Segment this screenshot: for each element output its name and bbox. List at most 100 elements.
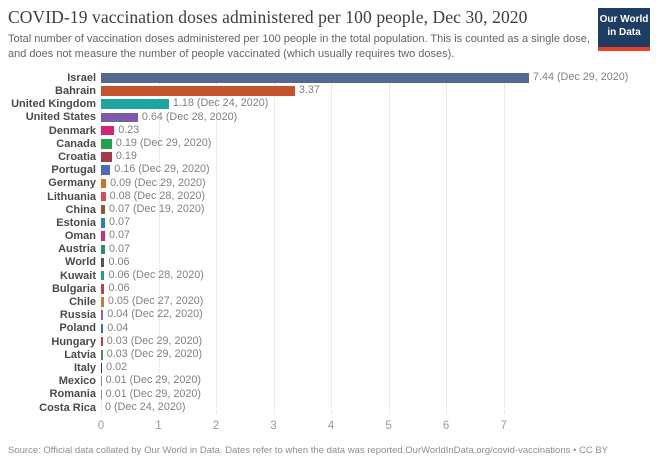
country-bar[interactable] [101, 165, 111, 175]
value-label: 0.19 (Dec 29, 2020) [115, 137, 212, 150]
country-bar[interactable] [101, 389, 102, 400]
country-bar[interactable] [101, 376, 102, 386]
country-label: Germany [48, 177, 96, 190]
value-label: 0.04 (Dec 22, 2020) [107, 308, 203, 321]
gridline [273, 73, 275, 415]
value-label: 0.05 (Dec 27, 2020) [107, 295, 204, 308]
x-axis-tick: 4 [327, 420, 335, 433]
owid-logo[interactable]: Our World in Data [598, 8, 650, 51]
country-label: Oman [64, 230, 96, 243]
row-plot: 0.64 (Dec 28, 2020) [101, 110, 644, 123]
value-label: 0.07 [109, 242, 131, 255]
x-axis-tick: 1 [155, 420, 162, 433]
country-label: Croatia [58, 150, 96, 163]
gridline [503, 73, 505, 415]
country-bar[interactable] [101, 99, 169, 109]
country-bar[interactable] [101, 244, 106, 255]
gridline [216, 73, 218, 415]
chart-row: Croatia 0.19 [8, 150, 650, 163]
x-axis-tick: 0 [97, 420, 105, 433]
row-plot: 0.01 (Dec 29, 2020) [101, 388, 644, 400]
value-label: 0.23 [118, 123, 140, 136]
country-bar[interactable] [101, 231, 106, 241]
row-plot: 7.44 (Dec 29, 2020) [101, 72, 644, 83]
chart-row: Mexico 0.01 (Dec 29, 2020) [8, 375, 650, 388]
chart-row: Denmark 0.23 [8, 124, 650, 137]
chart-row: Hungary 0.03 (Dec 29, 2020) [8, 335, 650, 348]
value-label: 0.03 (Dec 29, 2020) [106, 334, 203, 347]
x-axis-tick: 5 [385, 420, 392, 433]
chart-row: Poland 0.04 [8, 322, 650, 335]
country-bar[interactable] [101, 336, 103, 347]
country-label: China [65, 203, 96, 216]
country-label: Austria [58, 243, 96, 256]
chart-row: Canada 0.19 (Dec 29, 2020) [8, 137, 650, 150]
country-bar[interactable] [101, 178, 107, 189]
country-bar[interactable] [101, 139, 112, 149]
country-bar[interactable] [101, 73, 529, 83]
country-bar[interactable] [101, 363, 103, 373]
country-label: Denmark [48, 124, 96, 137]
country-label: Lithuania [47, 190, 96, 203]
chart-row: Costa Rica 0 (Dec 24, 2020) [8, 401, 650, 414]
row-plot: 0.19 [101, 150, 644, 163]
country-label: Israel [67, 71, 96, 84]
country-bar[interactable] [101, 297, 104, 307]
country-label: Canada [56, 137, 96, 150]
chart-row: Lithuania 0.08 (Dec 28, 2020) [8, 190, 650, 203]
country-bar[interactable] [101, 257, 105, 268]
row-plot: 0 (Dec 24, 2020) [101, 400, 644, 413]
row-plot: 0.06 [101, 255, 644, 268]
country-label: Mexico [58, 375, 96, 388]
gridline [101, 73, 102, 415]
chart-row: Austria 0.07 [8, 243, 650, 256]
value-label: 0.64 (Dec 28, 2020) [141, 110, 238, 123]
country-label: Chile [69, 296, 96, 309]
value-label: 0.01 (Dec 29, 2020) [105, 374, 201, 387]
country-bar[interactable] [101, 284, 105, 294]
country-label: Costa Rica [39, 401, 96, 414]
row-plot: 0.06 [101, 283, 644, 294]
x-axis-tick: 3 [270, 420, 277, 433]
value-label: 0.19 [115, 150, 137, 163]
country-label: United Kingdom [11, 98, 96, 111]
row-plot: 0.03 (Dec 29, 2020) [101, 349, 644, 360]
chart-row: China 0.07 (Dec 19, 2020) [8, 203, 650, 216]
row-plot: 0.16 (Dec 29, 2020) [101, 164, 644, 175]
country-bar[interactable] [101, 112, 138, 123]
country-label: Portugal [51, 164, 96, 177]
chart-row: Chile 0.05 (Dec 27, 2020) [8, 295, 650, 308]
row-plot: 0.03 (Dec 29, 2020) [101, 334, 644, 347]
country-label: Latvia [64, 348, 96, 361]
chart-header: COVID-19 vaccination doses administered … [0, 0, 656, 61]
chart-row: Italy 0.02 [8, 361, 650, 374]
gridline [388, 73, 390, 415]
gridline [331, 73, 333, 415]
country-bar[interactable] [101, 270, 105, 281]
country-bar[interactable] [101, 218, 106, 228]
country-bar[interactable] [101, 323, 104, 334]
value-label: 0.06 [108, 255, 130, 268]
value-label: 3.37 [298, 84, 320, 97]
chart-row: Portugal 0.16 (Dec 29, 2020) [8, 164, 650, 177]
row-plot: 0.09 (Dec 29, 2020) [101, 177, 644, 189]
country-bar[interactable] [101, 350, 103, 360]
value-label: 0.02 [106, 361, 128, 374]
country-label: Poland [59, 322, 96, 335]
country-bar[interactable] [101, 152, 112, 162]
value-label: 0.07 (Dec 19, 2020) [109, 202, 205, 215]
row-plot: 0.07 (Dec 19, 2020) [101, 202, 644, 215]
chart-title: COVID-19 vaccination doses administered … [8, 7, 528, 27]
x-axis: 0 1 2 3 4 5 6 7 [97, 416, 644, 436]
chart-row: Bulgaria 0.06 [8, 282, 650, 295]
gridline [158, 73, 160, 415]
chart-row: World 0.06 [8, 256, 650, 269]
value-label: 0 (Dec 24, 2020) [105, 400, 186, 413]
country-bar[interactable] [101, 191, 106, 202]
country-label: Bahrain [55, 85, 96, 98]
country-bar[interactable] [101, 125, 115, 136]
country-bar[interactable] [101, 86, 295, 96]
chart-rows: Israel 7.44 (Dec 29, 2020) Bahrain 3.37 … [8, 71, 650, 414]
country-bar[interactable] [101, 310, 104, 320]
country-bar[interactable] [101, 204, 106, 215]
